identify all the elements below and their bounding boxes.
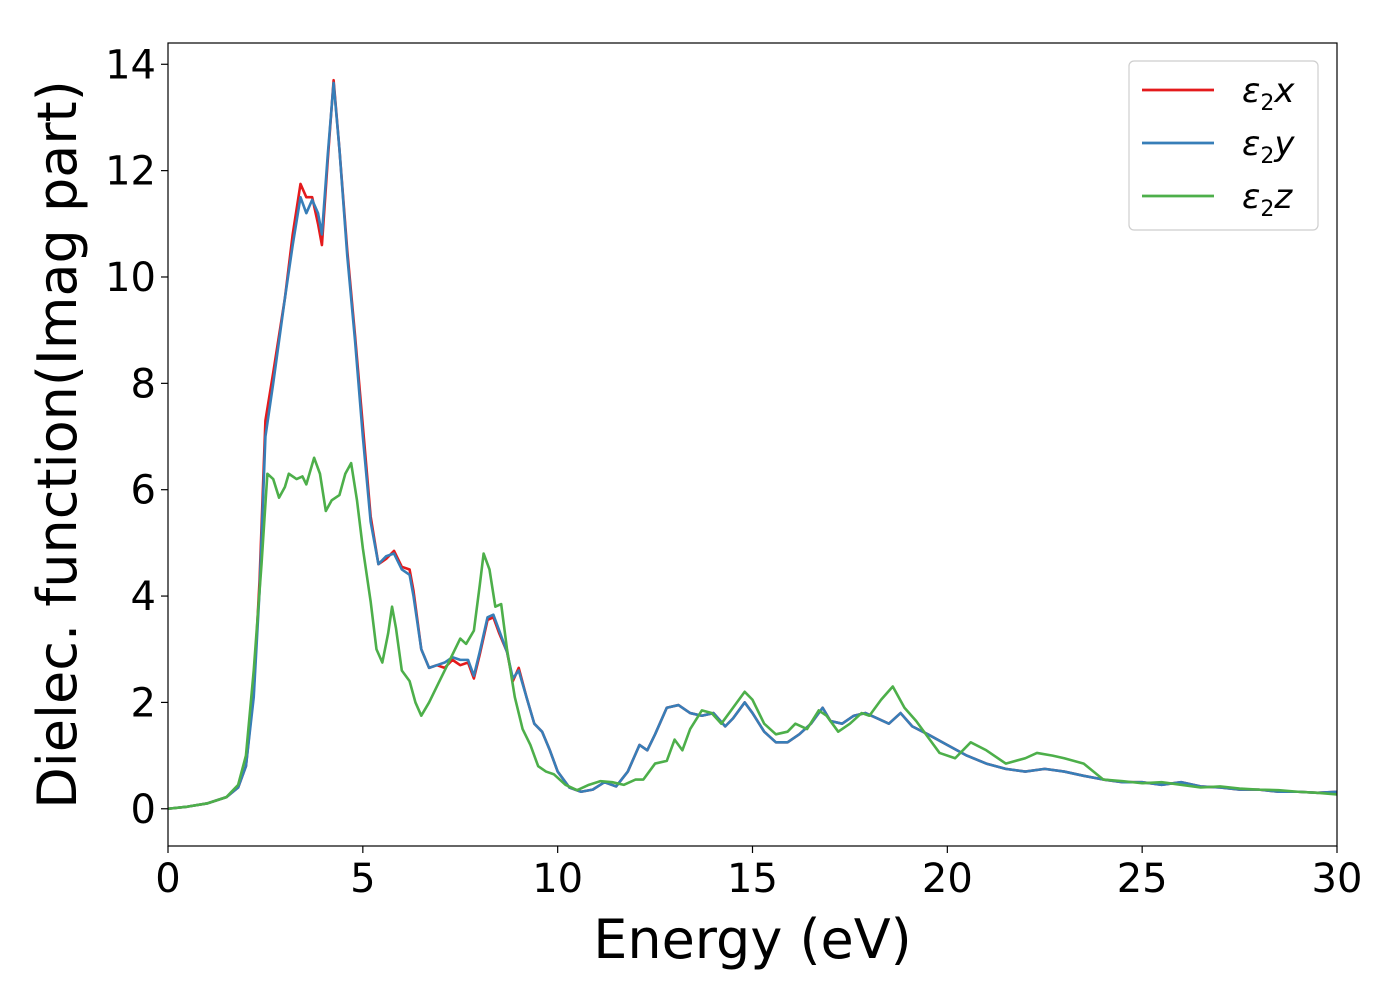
x-tick-label: 20 <box>922 856 973 902</box>
axes-layer: 0 5 10 15 20 25 30 0 2 4 6 8 10 12 14 <box>105 42 1362 902</box>
y-axis-title: Dielec. function(Imag part) <box>26 80 89 809</box>
y-tick-label: 4 <box>131 574 156 620</box>
x-tick-label: 5 <box>350 856 375 902</box>
series-line-3 <box>168 456 1337 811</box>
y-tick-label: 2 <box>131 680 156 726</box>
series-line-2 <box>168 81 1337 811</box>
legend: ε2x ε2y ε2z <box>1128 60 1319 231</box>
y-tick-label: 10 <box>105 255 156 301</box>
x-tick-label: 15 <box>727 856 778 902</box>
y-tick-label: 0 <box>131 787 156 833</box>
legend-box <box>1128 60 1319 231</box>
x-tick-label: 0 <box>155 856 180 902</box>
legend-label-1: ε2x <box>1242 71 1295 116</box>
y-tick-label: 14 <box>105 42 156 88</box>
y-tick-label: 8 <box>131 361 156 407</box>
x-axis-title: Energy (eV) <box>593 908 912 971</box>
x-tick-label: 25 <box>1117 856 1168 902</box>
y-tick-label: 12 <box>105 149 156 195</box>
x-tick-label: 30 <box>1312 856 1363 902</box>
legend-label-2: ε2y <box>1242 124 1295 169</box>
legend-label-3: ε2z <box>1242 177 1293 222</box>
series-layer <box>168 78 1337 811</box>
y-tick-label: 6 <box>131 468 156 514</box>
x-tick-label: 10 <box>532 856 583 902</box>
